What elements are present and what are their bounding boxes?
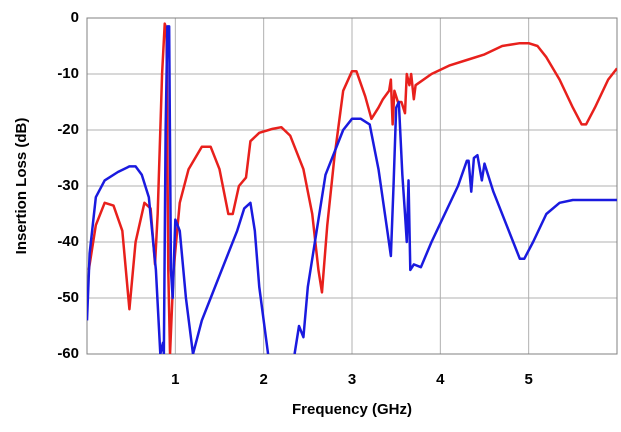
y-tick-label: -50 [57, 289, 79, 306]
x-tick-label: 2 [259, 371, 267, 388]
y-tick-label: -60 [57, 345, 79, 362]
y-axis-label: Insertion Loss (dB) [13, 118, 30, 255]
y-tick-label: -10 [57, 65, 79, 82]
x-tick-label: 4 [436, 371, 445, 388]
y-tick-label: 0 [71, 9, 79, 26]
x-tick-label: 1 [171, 371, 179, 388]
x-tick-label: 5 [524, 371, 532, 388]
x-tick-label: 3 [348, 371, 356, 388]
plot-frame [86, 17, 618, 355]
x-axis-label: Frequency (GHz) [292, 401, 412, 418]
y-tick-label: -20 [57, 121, 79, 138]
series-line [87, 25, 270, 354]
series-line [293, 100, 617, 354]
series-line [87, 22, 617, 354]
y-tick-label: -40 [57, 233, 79, 250]
y-tick-label: -30 [57, 177, 79, 194]
plot-area [87, 22, 617, 354]
